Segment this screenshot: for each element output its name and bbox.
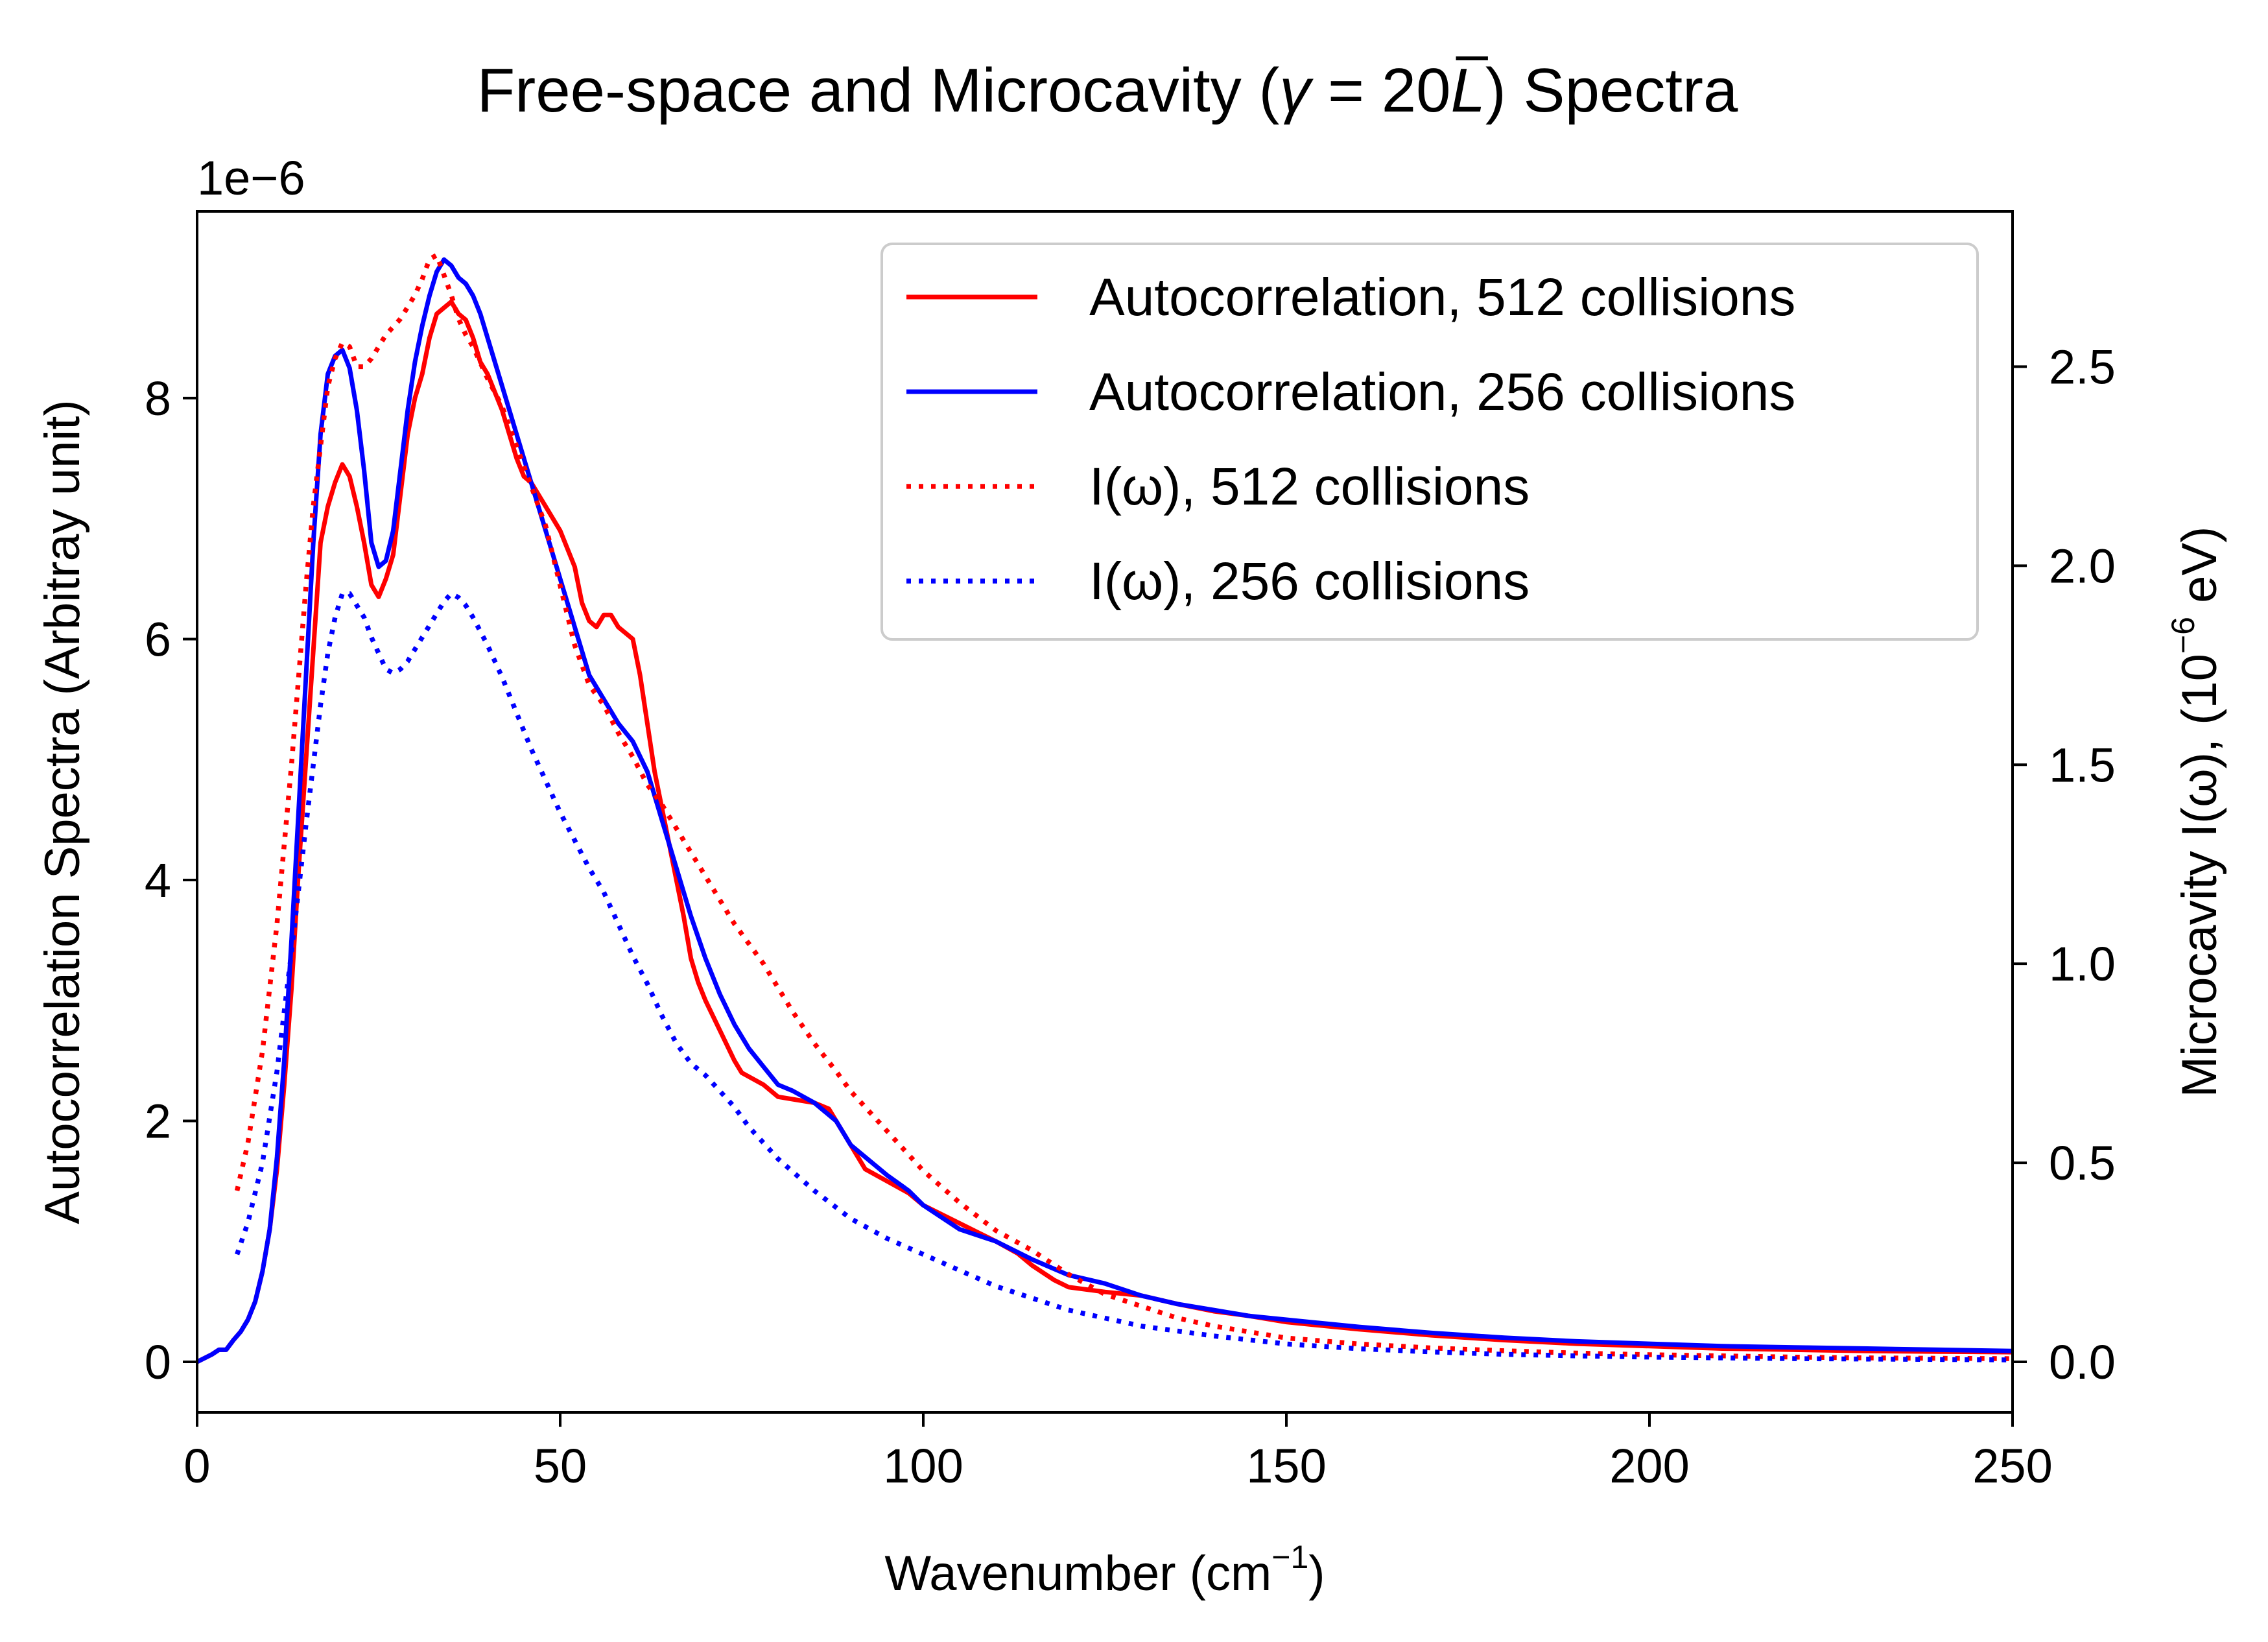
axes-frame bbox=[196, 210, 2014, 1414]
series-line-2 bbox=[197, 257, 2013, 1364]
x-tick-label: 50 bbox=[534, 1439, 587, 1493]
x-tick-label: 100 bbox=[883, 1439, 963, 1493]
legend-label-2: Autocorrelation, 256 collisions bbox=[1089, 363, 1795, 422]
y2-tick-label: 2.0 bbox=[2049, 539, 2116, 593]
legend-label-1: Autocorrelation, 512 collisions bbox=[1089, 268, 1795, 327]
y-axis-label: Autocorrelation Spectra (Arbitray unit) bbox=[35, 399, 90, 1224]
y-tick-label: 8 bbox=[145, 372, 171, 425]
y-tick-label: 4 bbox=[145, 853, 171, 907]
ticks-layer: 0 50 100 150 200 250 0 2 4 6 8 0.0 0.5 1.0 1.5 2.0 2.5 bbox=[145, 340, 2116, 1493]
x-tick-label: 150 bbox=[1246, 1439, 1326, 1493]
legend: Autocorrelation, 512 collisions Autocorre… bbox=[880, 243, 1979, 641]
series-line-3 bbox=[234, 252, 2013, 1361]
x-tick-label: 0 bbox=[183, 1439, 210, 1493]
legend-label-3: I(ω), 512 collisions bbox=[1089, 457, 1530, 516]
y2-tick-label: 0.5 bbox=[2049, 1136, 2116, 1190]
y-tick-label: 2 bbox=[145, 1094, 171, 1148]
series-line-4 bbox=[235, 591, 2013, 1362]
x-tick-label: 250 bbox=[1972, 1439, 2052, 1493]
y2-tick-label: 1.5 bbox=[2049, 738, 2116, 792]
y2-tick-label: 0.0 bbox=[2049, 1335, 2116, 1389]
y2-tick-label: 1.0 bbox=[2049, 937, 2116, 991]
series-layer bbox=[197, 252, 2013, 1364]
legend-label-4: I(ω), 256 collisions bbox=[1089, 552, 1530, 611]
legend-box bbox=[880, 243, 1979, 641]
chart-title: Free-space and Microcavity (γ = 20L) Spe… bbox=[477, 56, 1738, 125]
y2-axis-label: Microcavity I(ω), (10−6 eV) bbox=[2165, 527, 2227, 1098]
y-offset-text: 1e−6 bbox=[197, 151, 305, 205]
x-tick-label: 200 bbox=[1609, 1439, 1689, 1493]
y-tick-label: 6 bbox=[145, 612, 171, 666]
y2-tick-label: 2.5 bbox=[2049, 340, 2116, 394]
x-axis-label: Wavenumber (cm−1) bbox=[884, 1539, 1325, 1601]
y-tick-label: 0 bbox=[145, 1335, 171, 1389]
series-line-1 bbox=[197, 299, 2013, 1364]
